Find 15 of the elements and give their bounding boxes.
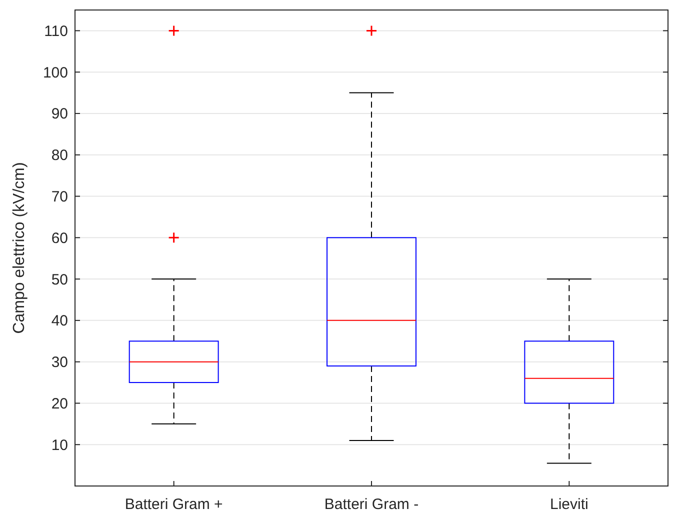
- y-tick-label: 100: [42, 64, 68, 82]
- y-tick-label: 40: [51, 312, 68, 330]
- x-tick-label: Lieviti: [550, 496, 588, 513]
- y-tick-label: 110: [44, 22, 68, 40]
- y-tick-label: 10: [51, 436, 68, 454]
- y-tick-label: 70: [51, 188, 68, 206]
- y-axis-title: Campo elettrico (kV/cm): [11, 162, 28, 334]
- x-tick-label: Batteri Gram +: [124, 496, 224, 513]
- y-tick-label: 30: [51, 354, 68, 372]
- y-tick-label: 90: [51, 106, 68, 123]
- y-tick-label: 80: [51, 147, 68, 164]
- y-tick-label: 20: [51, 395, 68, 412]
- x-tick-label: Batteri Gram -: [324, 496, 419, 513]
- y-tick-label: 60: [51, 230, 68, 247]
- y-tick-label: 50: [51, 271, 68, 288]
